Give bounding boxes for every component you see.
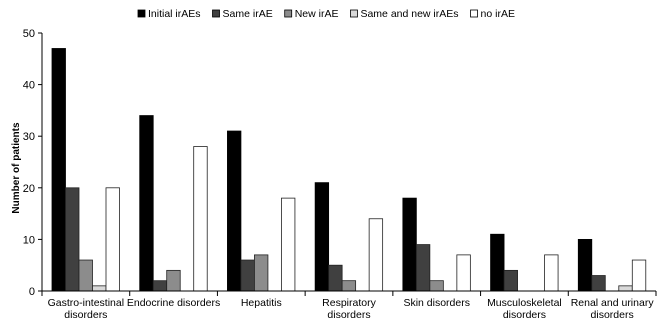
legend-swatch: [470, 9, 478, 18]
bar: [314, 182, 330, 292]
legend-swatch: [137, 9, 146, 18]
bar: [631, 259, 647, 292]
y-axis: 0 10 20 30 40 50: [23, 28, 43, 298]
legend: Initial irAEs Same irAE New irAE Same and n…: [137, 8, 515, 20]
bar: [227, 130, 242, 292]
x-category-label: disorders: [503, 309, 546, 321]
legend-swatch: [212, 9, 220, 18]
legend-label: Initial irAEs: [148, 8, 201, 20]
x-category-label: Gastro-intestinal: [48, 297, 124, 309]
bar: [92, 285, 107, 292]
y-tick-label: 40: [23, 80, 35, 92]
bar: [152, 280, 168, 292]
x-category-label: Hepatitis: [241, 297, 282, 309]
bar: [254, 254, 269, 292]
x-category-label: disorders: [591, 309, 634, 321]
y-tick-label: 50: [23, 28, 35, 40]
legend-label: Same and new irAEs: [360, 8, 458, 20]
x-category-label: Respiratory: [322, 297, 376, 309]
y-tick-label: 30: [23, 131, 35, 143]
bar: [78, 259, 93, 292]
x-category-label: Skin disorders: [403, 297, 470, 309]
bar: [415, 244, 431, 292]
bar: [240, 259, 255, 292]
bar: [105, 187, 120, 292]
x-category-label: Musculoskeletal: [487, 297, 562, 309]
legend-label: no irAE: [481, 8, 515, 20]
bar: [139, 115, 154, 292]
x-category-label: disorders: [327, 309, 370, 321]
y-tick-label: 0: [29, 286, 35, 298]
bar: [166, 269, 181, 292]
bar: [328, 264, 343, 292]
y-tick-label: 10: [23, 234, 35, 246]
legend-label: New irAE: [295, 8, 339, 20]
y-tick-label: 20: [23, 183, 35, 195]
bar: [544, 254, 559, 292]
legend-swatch: [284, 9, 293, 18]
bar: [193, 146, 208, 292]
bar: [591, 275, 606, 292]
bar: [618, 285, 633, 292]
bar: [51, 48, 66, 292]
x-category-label: Renal and urinary: [571, 297, 655, 309]
legend-label: Same irAE: [223, 8, 273, 20]
bars: [51, 48, 647, 292]
bar: [341, 280, 357, 292]
legend-swatch: [350, 9, 358, 18]
bar: [368, 218, 384, 292]
bar: [456, 254, 471, 292]
y-axis-label: Number of patients: [11, 122, 22, 214]
x-category-label: Endocrine disorders: [127, 297, 220, 309]
bar: [503, 269, 518, 292]
bar: [402, 197, 417, 292]
bar: [577, 238, 593, 292]
bar: [429, 280, 444, 292]
bar: [281, 197, 296, 292]
bar: [490, 233, 505, 292]
x-category-label: disorders: [64, 309, 107, 321]
bar: [65, 187, 80, 292]
